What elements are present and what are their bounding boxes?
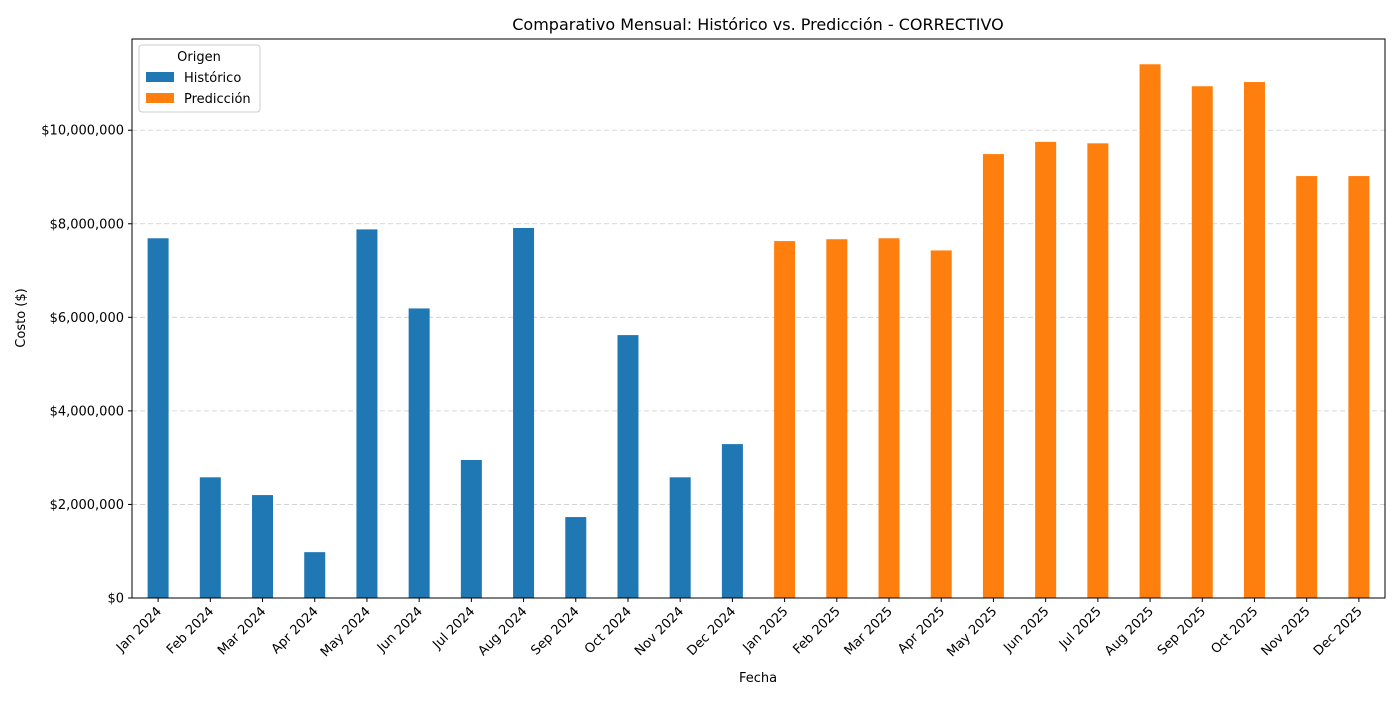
y-axis-label: Costo ($) (14, 288, 29, 347)
bar-historico (617, 335, 639, 598)
x-tick-label: Sep 2025 (1155, 604, 1209, 658)
x-tick-label: Feb 2025 (790, 604, 843, 657)
x-tick-label: Jul 2024 (429, 604, 478, 653)
bar-prediccion (1139, 64, 1161, 598)
bar-historico (721, 444, 743, 598)
x-tick-label: Dec 2025 (1311, 604, 1366, 659)
y-tick-label: $6,000,000 (50, 311, 124, 326)
bar-prediccion (982, 154, 1004, 599)
legend-label-historico: Histórico (184, 71, 241, 86)
x-tick-label: Dec 2024 (685, 604, 740, 659)
bar-historico (460, 460, 482, 598)
x-tick-label: Aug 2024 (476, 604, 531, 659)
bar-prediccion (1087, 143, 1109, 598)
bar-prediccion (930, 250, 952, 598)
legend-label-prediccion: Predicción (184, 92, 251, 107)
bar-prediccion (878, 238, 900, 598)
bar-historico (408, 308, 430, 598)
x-tick-label: May 2025 (944, 604, 1000, 660)
x-tick-label: Nov 2025 (1259, 604, 1314, 659)
bar-prediccion (1191, 86, 1213, 598)
x-tick-label: Aug 2025 (1102, 604, 1157, 659)
legend-title: Origen (177, 50, 221, 65)
x-tick-label: Sep 2024 (528, 604, 582, 658)
chart-title: Comparativo Mensual: Histórico vs. Predi… (512, 15, 1003, 34)
x-tick-label: Oct 2025 (1208, 604, 1261, 657)
y-axis: $0 $2,000,000 $4,000,000 $6,000,000 $8,000,0… (41, 124, 132, 607)
y-tick-label: $10,000,000 (41, 124, 124, 139)
bars (147, 64, 1370, 599)
legend: Origen Histórico Predicción (138, 44, 261, 113)
bar-historico (565, 517, 587, 598)
y-tick-label: $0 (107, 592, 124, 607)
bar-prediccion (1243, 82, 1265, 598)
x-tick-label: Mar 2025 (842, 604, 896, 658)
x-tick-label: Jan 2025 (740, 604, 792, 656)
grid-lines (132, 129, 1385, 505)
x-tick-label: Nov 2024 (632, 604, 687, 659)
bar-historico (252, 495, 274, 598)
bar-historico (669, 477, 691, 598)
x-tick-label: Apr 2024 (269, 604, 322, 657)
x-tick-label: Apr 2025 (895, 604, 948, 657)
y-tick-label: $4,000,000 (50, 404, 124, 419)
bar-historico (199, 477, 221, 598)
plot-frame (131, 38, 1386, 599)
bar-prediccion (1035, 141, 1057, 598)
bar-historico (356, 229, 378, 598)
x-tick-label: Oct 2024 (582, 604, 635, 657)
bar-prediccion (1348, 176, 1370, 599)
x-tick-label: Jun 2024 (374, 604, 426, 656)
bar-prediccion (1296, 176, 1318, 599)
x-axis-label: Fecha (739, 671, 777, 686)
bar-historico (304, 552, 326, 598)
bar-historico (513, 227, 535, 598)
bar-prediccion (774, 241, 796, 598)
y-tick-label: $8,000,000 (50, 217, 124, 232)
legend-swatch-historico (146, 72, 174, 82)
legend-swatch-prediccion (146, 93, 174, 103)
x-tick-label: Jan 2024 (113, 604, 165, 656)
x-tick-label: Jun 2025 (1000, 604, 1052, 656)
bar-prediccion (826, 239, 848, 598)
x-tick-label: Feb 2024 (164, 604, 217, 657)
x-tick-label: Mar 2024 (215, 604, 269, 658)
x-tick-label: May 2024 (318, 604, 374, 660)
y-tick-label: $2,000,000 (50, 498, 124, 513)
bar-historico (147, 238, 169, 598)
x-tick-label: Jul 2025 (1056, 604, 1105, 653)
